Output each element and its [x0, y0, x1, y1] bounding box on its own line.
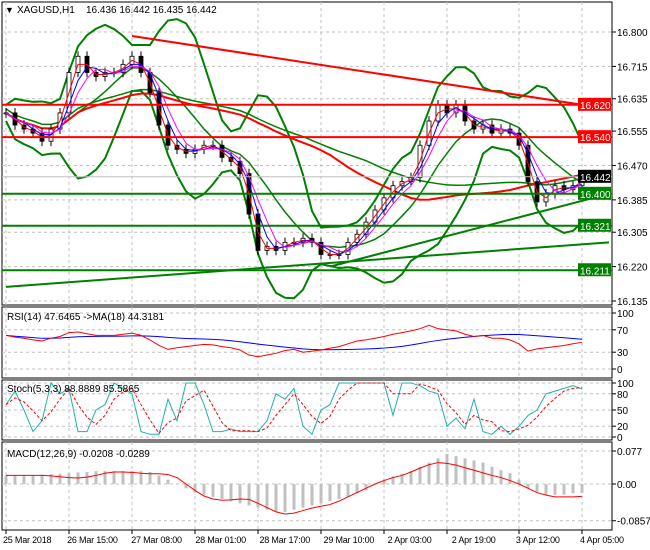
x-tick-label: 28 Mar 01:00 [195, 535, 246, 545]
panel-0-frame [1, 1, 613, 306]
y-tick-label: 0 [617, 433, 623, 444]
x-tick-label: 3 Apr 12:00 [516, 535, 560, 545]
stoch-title: Stoch(5,3,3) 88.8889 85.5865 [7, 384, 140, 395]
symbol-label: XAGUSD,H1 [17, 5, 75, 16]
y-tick-label: 16.715 [617, 62, 648, 73]
current-price-label: 16.442 [580, 173, 611, 184]
y-tick-label: 16.470 [617, 161, 648, 172]
x-tick-label: 29 Mar 10:00 [324, 535, 375, 545]
level-badge-label: 16.211 [580, 266, 610, 277]
rsi-ma-line [5, 333, 583, 351]
ma-long-green [5, 88, 583, 186]
bollinger-upper [5, 18, 583, 229]
y-tick-label: 70 [617, 326, 629, 337]
bollinger-middle [5, 67, 583, 249]
x-tick-label: 28 Mar 17:00 [259, 535, 310, 545]
ma-slow [5, 65, 583, 252]
y-tick-label: 16.385 [617, 196, 648, 207]
y-tick-label: 50 [617, 406, 629, 417]
level-badge-label: 16.400 [580, 190, 611, 201]
y-tick-label: 16.635 [617, 95, 648, 106]
y-tick-label: 16.135 [617, 297, 648, 308]
ma-fast [5, 59, 583, 255]
y-tick-label: 80 [617, 390, 629, 401]
y-tick-label: 0 [617, 365, 623, 376]
panel-1-frame [1, 306, 613, 379]
menu-triangle-icon: ▼ [5, 5, 14, 15]
level-badge [578, 130, 611, 144]
rsi-line [5, 324, 583, 358]
y-tick-label: 0.077 [617, 447, 642, 458]
trendline [131, 35, 610, 110]
level-badge [578, 97, 611, 111]
level-badge-label: 16.540 [580, 133, 611, 144]
y-tick-label: 16.220 [617, 263, 648, 274]
ohlc-label: 16.436 16.442 16.435 16.442 [86, 5, 217, 16]
panel-3-frame [1, 441, 613, 531]
x-tick-label: 2 Apr 03:00 [388, 535, 432, 545]
trendline [329, 192, 610, 268]
level-badge [578, 263, 611, 277]
y-tick-label: 16.305 [617, 228, 648, 239]
x-tick-label: 27 Mar 08:00 [131, 535, 182, 545]
current-price-badge [578, 169, 611, 183]
y-tick-label: 0.00 [617, 480, 637, 491]
y-tick-label: 16.800 [617, 28, 648, 39]
level-badge-label: 16.321 [580, 222, 611, 233]
bollinger-lower [5, 89, 583, 300]
y-tick-label: 16.555 [617, 127, 648, 138]
macd-title: MACD(12,26,9) -0.0208 -0.0289 [7, 449, 150, 460]
x-tick-label: 26 Mar 15:00 [67, 535, 118, 545]
macd-signal-line [6, 462, 583, 515]
x-tick-label: 2 Apr 19:00 [452, 535, 496, 545]
level-badge [578, 186, 611, 200]
level-badge [578, 218, 611, 232]
trendline [5, 241, 610, 288]
y-tick-label: 100 [617, 309, 634, 320]
x-tick-label: 25 Mar 2018 [3, 535, 52, 545]
x-tick-label: 4 Apr 05:00 [580, 535, 624, 545]
y-tick-label: -0.0857 [617, 517, 650, 528]
y-tick-label: 30 [617, 348, 629, 359]
rsi-title: RSI(14) 47.6465 ->MA(18) 44.3181 [7, 312, 164, 323]
stoch-d-line [5, 382, 583, 435]
y-tick-label: 100 [617, 379, 634, 390]
level-badge-label: 16.620 [580, 101, 611, 112]
stoch-k-line [5, 381, 583, 436]
y-tick-label: 20 [617, 422, 629, 433]
